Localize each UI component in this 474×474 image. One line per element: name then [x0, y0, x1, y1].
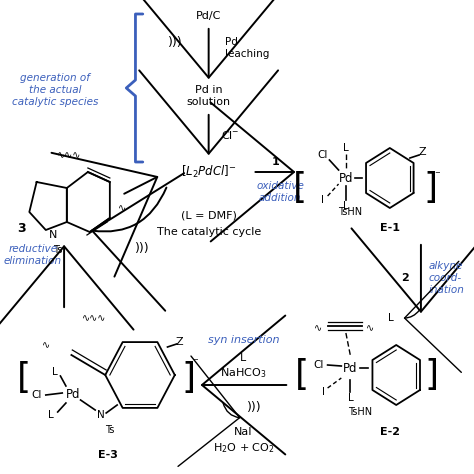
Text: ∿: ∿	[365, 323, 374, 333]
Text: Ts: Ts	[53, 245, 63, 255]
Text: Pd/C: Pd/C	[196, 11, 221, 21]
Text: Cl: Cl	[313, 360, 324, 370]
Text: ))): )))	[167, 36, 182, 48]
Text: NaI: NaI	[234, 427, 253, 437]
Text: Z: Z	[419, 147, 427, 157]
Text: TsHN: TsHN	[347, 407, 372, 417]
Text: oxidative
addition: oxidative addition	[256, 181, 304, 203]
Text: N: N	[97, 410, 105, 420]
Text: NaHCO$_3$: NaHCO$_3$	[220, 366, 266, 380]
Text: 1: 1	[272, 157, 279, 167]
Text: E-2: E-2	[380, 427, 400, 437]
Text: H$_2$O + CO$_2$: H$_2$O + CO$_2$	[213, 441, 274, 455]
Text: The catalytic cycle: The catalytic cycle	[156, 227, 261, 237]
Text: L: L	[343, 143, 349, 153]
Text: ∿∿∿: ∿∿∿	[82, 313, 107, 323]
Text: Pd: Pd	[343, 362, 358, 374]
Text: ∿: ∿	[314, 323, 322, 333]
Text: I: I	[321, 387, 325, 397]
Text: reductive
elimination: reductive elimination	[4, 244, 62, 266]
Text: [: [	[17, 361, 31, 395]
Text: L: L	[240, 353, 246, 363]
Text: L: L	[52, 367, 58, 377]
Text: [: [	[293, 171, 307, 205]
Text: alkyne
coord-
ination: alkyne coord- ination	[428, 261, 464, 295]
Text: Pd in
solution: Pd in solution	[187, 85, 231, 107]
Text: syn insertion: syn insertion	[208, 335, 279, 345]
Text: 2: 2	[401, 273, 409, 283]
Text: Ts: Ts	[105, 425, 115, 435]
Text: $[L_2PdCl]^{-}$: $[L_2PdCl]^{-}$	[181, 164, 237, 180]
Text: E-1: E-1	[380, 223, 400, 233]
Text: ∿: ∿	[118, 203, 126, 213]
Text: (L = DMF): (L = DMF)	[181, 210, 237, 220]
Text: TsHN: TsHN	[338, 207, 363, 217]
Text: [: [	[295, 358, 309, 392]
Text: ]: ]	[425, 358, 439, 392]
Text: 3: 3	[17, 221, 26, 235]
Text: ]: ]	[423, 171, 437, 205]
Text: Pd: Pd	[66, 389, 81, 401]
Text: $^{-}$: $^{-}$	[434, 170, 441, 180]
Text: ∿: ∿	[42, 340, 50, 350]
Text: Pd
leaching: Pd leaching	[225, 37, 270, 59]
Text: N: N	[49, 230, 57, 240]
Text: ))): )))	[247, 401, 262, 414]
Text: generation of
the actual
catalytic species: generation of the actual catalytic speci…	[12, 73, 98, 107]
Text: L: L	[343, 201, 349, 211]
Text: L: L	[347, 393, 353, 403]
Text: ))): )))	[136, 241, 150, 255]
Text: E-3: E-3	[98, 450, 118, 460]
Text: I: I	[320, 195, 324, 205]
Text: Pd: Pd	[338, 172, 353, 184]
Text: Z: Z	[175, 337, 183, 347]
Text: Cl$^{-}$: Cl$^{-}$	[221, 129, 240, 141]
Text: L: L	[48, 410, 54, 420]
Text: $^{-}$: $^{-}$	[192, 357, 200, 367]
Text: Cl: Cl	[31, 390, 42, 400]
Text: L: L	[388, 313, 393, 323]
Text: ]: ]	[182, 361, 196, 395]
Text: Cl: Cl	[317, 150, 327, 160]
Text: ∿∿∿: ∿∿∿	[57, 150, 82, 160]
